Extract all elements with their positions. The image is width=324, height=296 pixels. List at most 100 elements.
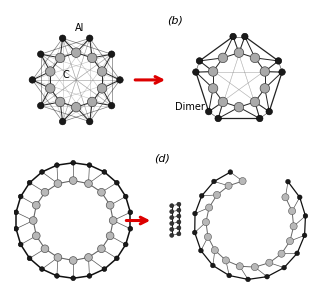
Circle shape (295, 251, 299, 256)
Circle shape (250, 97, 260, 107)
Circle shape (208, 83, 218, 93)
Circle shape (55, 53, 65, 63)
Circle shape (102, 267, 107, 271)
Circle shape (170, 227, 174, 231)
Circle shape (69, 257, 77, 264)
Circle shape (257, 115, 263, 122)
Circle shape (29, 217, 37, 224)
Circle shape (230, 33, 236, 40)
Circle shape (29, 77, 36, 83)
Circle shape (236, 263, 243, 270)
Circle shape (266, 108, 272, 115)
Circle shape (251, 263, 258, 271)
Circle shape (303, 214, 308, 218)
Circle shape (246, 277, 250, 282)
Circle shape (205, 108, 212, 115)
Circle shape (71, 48, 81, 57)
Circle shape (204, 233, 212, 240)
Circle shape (106, 201, 114, 209)
Circle shape (87, 53, 97, 63)
Circle shape (14, 226, 18, 231)
Circle shape (18, 194, 23, 199)
Circle shape (302, 233, 307, 238)
Circle shape (85, 180, 92, 187)
Circle shape (98, 245, 105, 252)
Circle shape (170, 215, 174, 220)
Circle shape (279, 69, 285, 75)
Text: (b): (b) (168, 15, 183, 25)
Circle shape (87, 97, 97, 107)
Circle shape (177, 232, 181, 236)
Circle shape (123, 194, 128, 199)
Circle shape (102, 170, 107, 174)
Circle shape (117, 77, 123, 83)
Circle shape (177, 214, 181, 218)
Circle shape (260, 67, 270, 76)
Circle shape (97, 67, 107, 76)
Circle shape (87, 118, 93, 125)
Circle shape (108, 51, 115, 57)
Circle shape (218, 97, 228, 107)
Circle shape (98, 189, 105, 196)
Circle shape (260, 83, 270, 93)
Circle shape (54, 274, 59, 278)
Circle shape (192, 230, 197, 235)
Circle shape (202, 218, 210, 226)
Circle shape (170, 221, 174, 226)
Circle shape (55, 97, 65, 107)
Circle shape (32, 201, 40, 209)
Circle shape (38, 51, 44, 57)
Circle shape (41, 245, 49, 252)
Circle shape (18, 242, 23, 247)
Circle shape (59, 35, 66, 41)
Circle shape (71, 276, 75, 281)
Circle shape (97, 83, 107, 93)
Circle shape (286, 179, 290, 184)
Circle shape (128, 210, 133, 215)
Circle shape (38, 102, 44, 109)
Circle shape (265, 274, 270, 279)
Circle shape (177, 226, 181, 230)
Circle shape (286, 237, 294, 244)
Circle shape (290, 223, 297, 230)
Circle shape (54, 180, 62, 187)
Circle shape (114, 256, 119, 261)
Circle shape (289, 207, 295, 215)
Circle shape (109, 217, 117, 224)
Circle shape (215, 115, 221, 122)
Circle shape (250, 53, 260, 63)
Circle shape (282, 194, 289, 201)
Text: Al: Al (75, 23, 84, 33)
Circle shape (177, 202, 181, 206)
Circle shape (234, 102, 244, 112)
Circle shape (71, 160, 75, 165)
Circle shape (106, 232, 114, 240)
Circle shape (297, 195, 302, 200)
Circle shape (282, 265, 286, 270)
Circle shape (199, 194, 204, 198)
Circle shape (41, 189, 49, 196)
Circle shape (205, 204, 213, 211)
Circle shape (32, 232, 40, 240)
Circle shape (234, 48, 244, 57)
Circle shape (177, 208, 181, 212)
Circle shape (193, 211, 197, 216)
Circle shape (128, 226, 133, 231)
Circle shape (170, 210, 174, 214)
Circle shape (242, 33, 248, 40)
Circle shape (222, 257, 229, 264)
Text: (d): (d) (154, 153, 170, 163)
Circle shape (54, 163, 59, 168)
Circle shape (239, 178, 246, 185)
Circle shape (227, 273, 232, 278)
Circle shape (228, 170, 233, 174)
Circle shape (87, 163, 92, 168)
Text: Dimer: Dimer (175, 102, 205, 112)
Text: C: C (63, 70, 69, 81)
Circle shape (54, 254, 62, 261)
Circle shape (212, 179, 216, 184)
Circle shape (27, 256, 32, 261)
Circle shape (208, 67, 218, 76)
Circle shape (59, 118, 66, 125)
Circle shape (214, 192, 221, 199)
